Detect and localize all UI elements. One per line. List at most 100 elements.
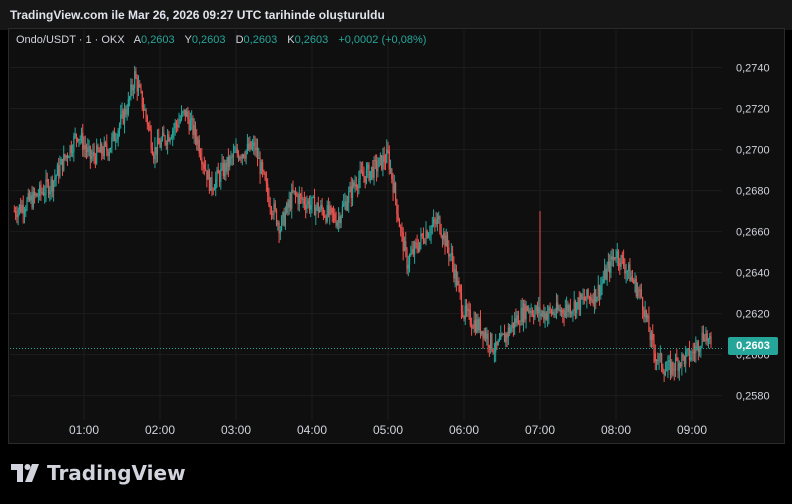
candle-body [408,255,411,265]
candle-body [91,156,93,159]
candle-body [178,121,180,128]
candle-body [175,122,178,125]
candle-body [582,297,584,299]
candle-body [644,309,646,317]
candle-body [70,145,72,153]
candle-body [250,141,252,150]
candle-body [688,348,691,360]
candle-body [122,110,124,124]
candle-body [245,150,247,159]
candle-body [521,307,523,323]
ohlc-legend: Ondo/USDT · 1 · OKX A0,2603 Y0,2603 D0,2… [16,34,433,46]
candle-body [274,203,276,210]
candle-body [37,196,39,198]
candle-body [213,189,216,191]
candle-body [269,205,271,208]
candle-body [558,309,560,311]
candle-body [191,118,193,121]
candle-body [560,309,563,313]
candle-body [21,205,23,212]
header-bar: TradingView.com ile Mar 26, 2026 09:27 U… [0,0,792,30]
candle-body [464,305,466,319]
grid-lines [10,30,722,420]
candle-body [636,290,639,297]
candle-body [324,216,326,218]
candle-body [407,264,409,269]
candle-body [548,307,550,315]
legend-symbol[interactable]: Ondo/USDT · 1 · OKX [16,34,125,46]
candle-body [534,311,536,318]
candle-body [40,184,42,193]
candle-body [177,124,179,128]
candle-body [65,155,67,158]
candle-body [22,205,24,214]
candle-body [448,247,450,257]
candle-body [453,264,455,279]
candle-body [326,205,328,222]
candle-body [529,310,531,313]
candle-body [359,169,361,180]
tradingview-logo[interactable]: TradingView [11,461,186,485]
candle-body [293,190,295,192]
candle-body [83,145,85,151]
x-tick-label: 04:00 [297,423,327,437]
last-price-tag: 0,2603 [728,337,778,355]
y-tick-label: 0,2740 [736,63,770,75]
candle-body [244,157,246,159]
candle-body [267,183,269,196]
candle-body [298,194,300,205]
candle-body [635,278,637,297]
candle-body [227,156,229,167]
candle-body [358,179,360,189]
candle-body [113,131,115,142]
candle-body [702,332,704,340]
candle-body [488,345,490,348]
candle-body [697,341,699,352]
candle-body [322,209,324,217]
candle-body [226,156,228,172]
candle-body [440,232,442,237]
candle-body [396,199,398,215]
candle-body [237,153,240,160]
candle-body [387,149,389,152]
y-tick-label: 0,2580 [736,391,770,403]
candle-body [321,205,323,210]
candle-body [142,107,145,111]
candle-body [126,113,128,115]
candle-body [248,143,250,150]
candle-body [611,256,613,260]
candle-body [184,109,186,117]
candle-body [686,349,688,353]
candle-body [167,134,169,145]
candle-body [528,310,530,312]
candle-body [131,84,133,91]
candle-body [469,309,471,325]
candle-body [393,183,395,193]
candle-body [306,203,308,209]
candle-body [416,243,418,249]
candle-body [275,209,278,225]
candle-body [55,175,57,179]
candle-body [496,341,498,345]
candle-body [45,179,47,194]
candle-body [332,213,335,215]
candle-body [374,159,376,161]
candle-body [92,151,94,157]
candle-body [559,309,561,313]
candle-body [372,166,374,179]
candle-body [72,152,74,154]
candle-body [27,193,29,200]
candle-body [317,203,319,213]
candle-body [69,145,71,158]
candle-body [609,261,611,273]
candle-body [300,194,302,196]
candle-body [403,241,406,252]
candle-body [20,204,22,212]
candle-body [467,309,469,312]
candle-body [401,228,403,233]
candle-body [56,165,58,176]
candle-body [376,160,378,172]
candle-body [638,290,640,292]
candle-body [476,319,478,333]
